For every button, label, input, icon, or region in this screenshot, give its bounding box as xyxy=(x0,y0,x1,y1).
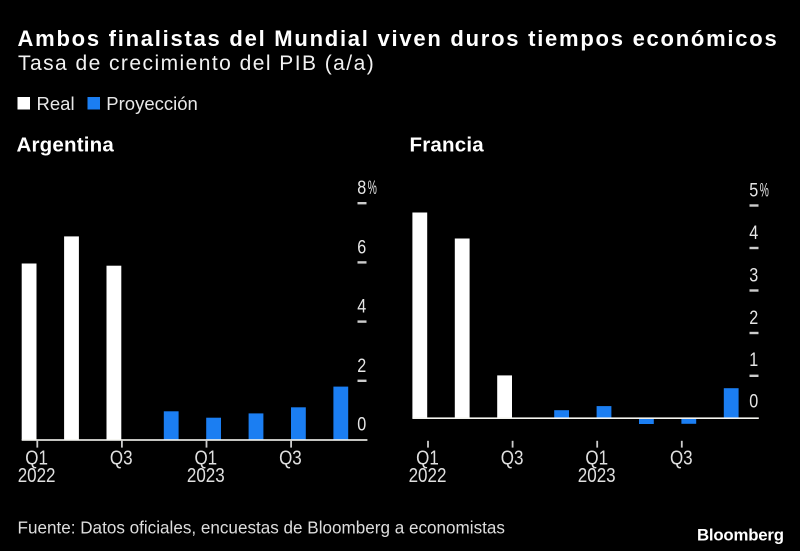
svg-text:Q3: Q3 xyxy=(670,446,693,469)
svg-text:Q1: Q1 xyxy=(416,446,439,469)
svg-text:Q1: Q1 xyxy=(194,446,217,469)
svg-text:%: % xyxy=(368,178,377,199)
svg-text:2: 2 xyxy=(749,307,758,329)
svg-text:4: 4 xyxy=(357,295,366,317)
svg-text:8: 8 xyxy=(357,177,366,199)
svg-text:Q3: Q3 xyxy=(279,446,302,469)
svg-text:2023: 2023 xyxy=(187,463,225,486)
svg-text:2022: 2022 xyxy=(409,463,447,486)
svg-text:3: 3 xyxy=(749,264,758,286)
svg-text:2: 2 xyxy=(357,355,366,377)
svg-text:0: 0 xyxy=(357,413,366,435)
svg-text:Francia: Francia xyxy=(410,134,485,157)
svg-text:1: 1 xyxy=(749,349,758,371)
svg-text:Bloomberg: Bloomberg xyxy=(697,525,784,544)
svg-text:4: 4 xyxy=(749,222,758,244)
svg-text:Q1: Q1 xyxy=(25,446,48,469)
svg-text:Proyección: Proyección xyxy=(106,93,198,114)
svg-text:2023: 2023 xyxy=(578,463,616,486)
svg-text:Q3: Q3 xyxy=(110,446,133,469)
svg-text:Argentina: Argentina xyxy=(17,134,115,157)
svg-text:6: 6 xyxy=(357,236,366,258)
svg-text:Fuente: Datos oficiales, encue: Fuente: Datos oficiales, encuestas de Bl… xyxy=(18,518,505,537)
svg-text:Tasa de crecimiento del PIB (a: Tasa de crecimiento del PIB (a/a) xyxy=(18,52,375,75)
svg-text:Ambos finalistas del Mundial v: Ambos finalistas del Mundial viven duros… xyxy=(18,26,779,51)
svg-text:Q3: Q3 xyxy=(501,446,524,469)
svg-text:%: % xyxy=(760,180,769,201)
svg-text:0: 0 xyxy=(749,390,758,412)
svg-text:5: 5 xyxy=(749,179,758,201)
svg-text:Real: Real xyxy=(37,93,75,114)
svg-text:Q1: Q1 xyxy=(585,446,608,469)
svg-text:2022: 2022 xyxy=(18,463,56,486)
